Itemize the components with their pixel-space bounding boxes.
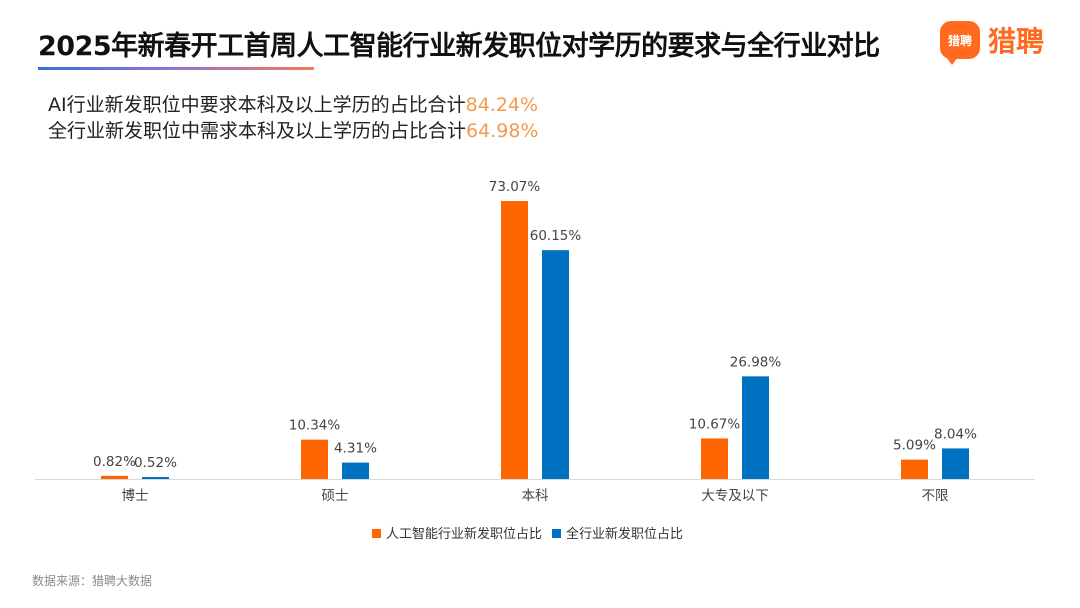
summary-line-1: AI行业新发职位中要求本科及以上学历的占比合计84.24% [48, 92, 538, 118]
summary-block: AI行业新发职位中要求本科及以上学历的占比合计84.24% 全行业新发职位中需求… [48, 92, 538, 144]
bar-ai [301, 439, 328, 479]
title-underline [38, 67, 314, 70]
legend-swatch [552, 529, 561, 538]
summary-line-2-text: 全行业新发职位中需求本科及以上学历的占比合计 [48, 120, 467, 142]
bar-all [142, 477, 169, 479]
x-tick-label: 硕士 [322, 488, 349, 504]
x-tick-label: 本科 [522, 488, 550, 504]
legend-label: 人工智能行业新发职位占比 [386, 526, 542, 542]
x-tick-label: 大专及以下 [701, 488, 769, 504]
summary-line-1-value: 84.24% [465, 94, 539, 116]
legend-label: 全行业新发职位占比 [566, 526, 683, 542]
logo-badge-icon: 猎聘 [939, 21, 980, 65]
data-label: 8.04% [934, 426, 977, 442]
summary-line-1-text: AI行业新发职位中要求本科及以上学历的占比合计 [48, 94, 466, 116]
bar-ai [501, 201, 528, 479]
bar-all [742, 376, 769, 479]
data-label: 0.52% [134, 455, 177, 471]
data-source: 数据来源：猎聘大数据 [32, 574, 153, 588]
data-label: 5.09% [893, 438, 936, 454]
bar-ai [901, 459, 928, 479]
x-tick-label: 不限 [922, 488, 950, 504]
summary-line-2-value: 64.98% [466, 120, 539, 142]
data-label: 10.67% [689, 416, 741, 432]
data-label: 73.07% [489, 179, 541, 195]
bar-ai [701, 438, 728, 479]
x-tick-label: 博士 [122, 487, 149, 504]
data-label: 0.82% [93, 454, 136, 470]
data-label: 60.15% [530, 228, 582, 244]
page-title: 2025年新春开工首周人工智能行业新发职位对学历的要求与全行业对比 [38, 31, 880, 62]
bar-all [942, 448, 969, 479]
bar-ai [101, 475, 128, 479]
data-label: 4.31% [334, 441, 377, 457]
bar-all [342, 462, 369, 479]
summary-line-2: 全行业新发职位中需求本科及以上学历的占比合计64.98% [48, 118, 538, 144]
data-label: 10.34% [289, 418, 341, 434]
logo-text: 猎聘 [987, 25, 1044, 58]
logo-badge-text: 猎聘 [947, 33, 972, 48]
bar-all [542, 250, 569, 479]
legend-swatch [372, 529, 381, 538]
data-label: 26.98% [730, 354, 782, 370]
liepin-logo: 猎聘 猎聘 [939, 20, 1044, 65]
